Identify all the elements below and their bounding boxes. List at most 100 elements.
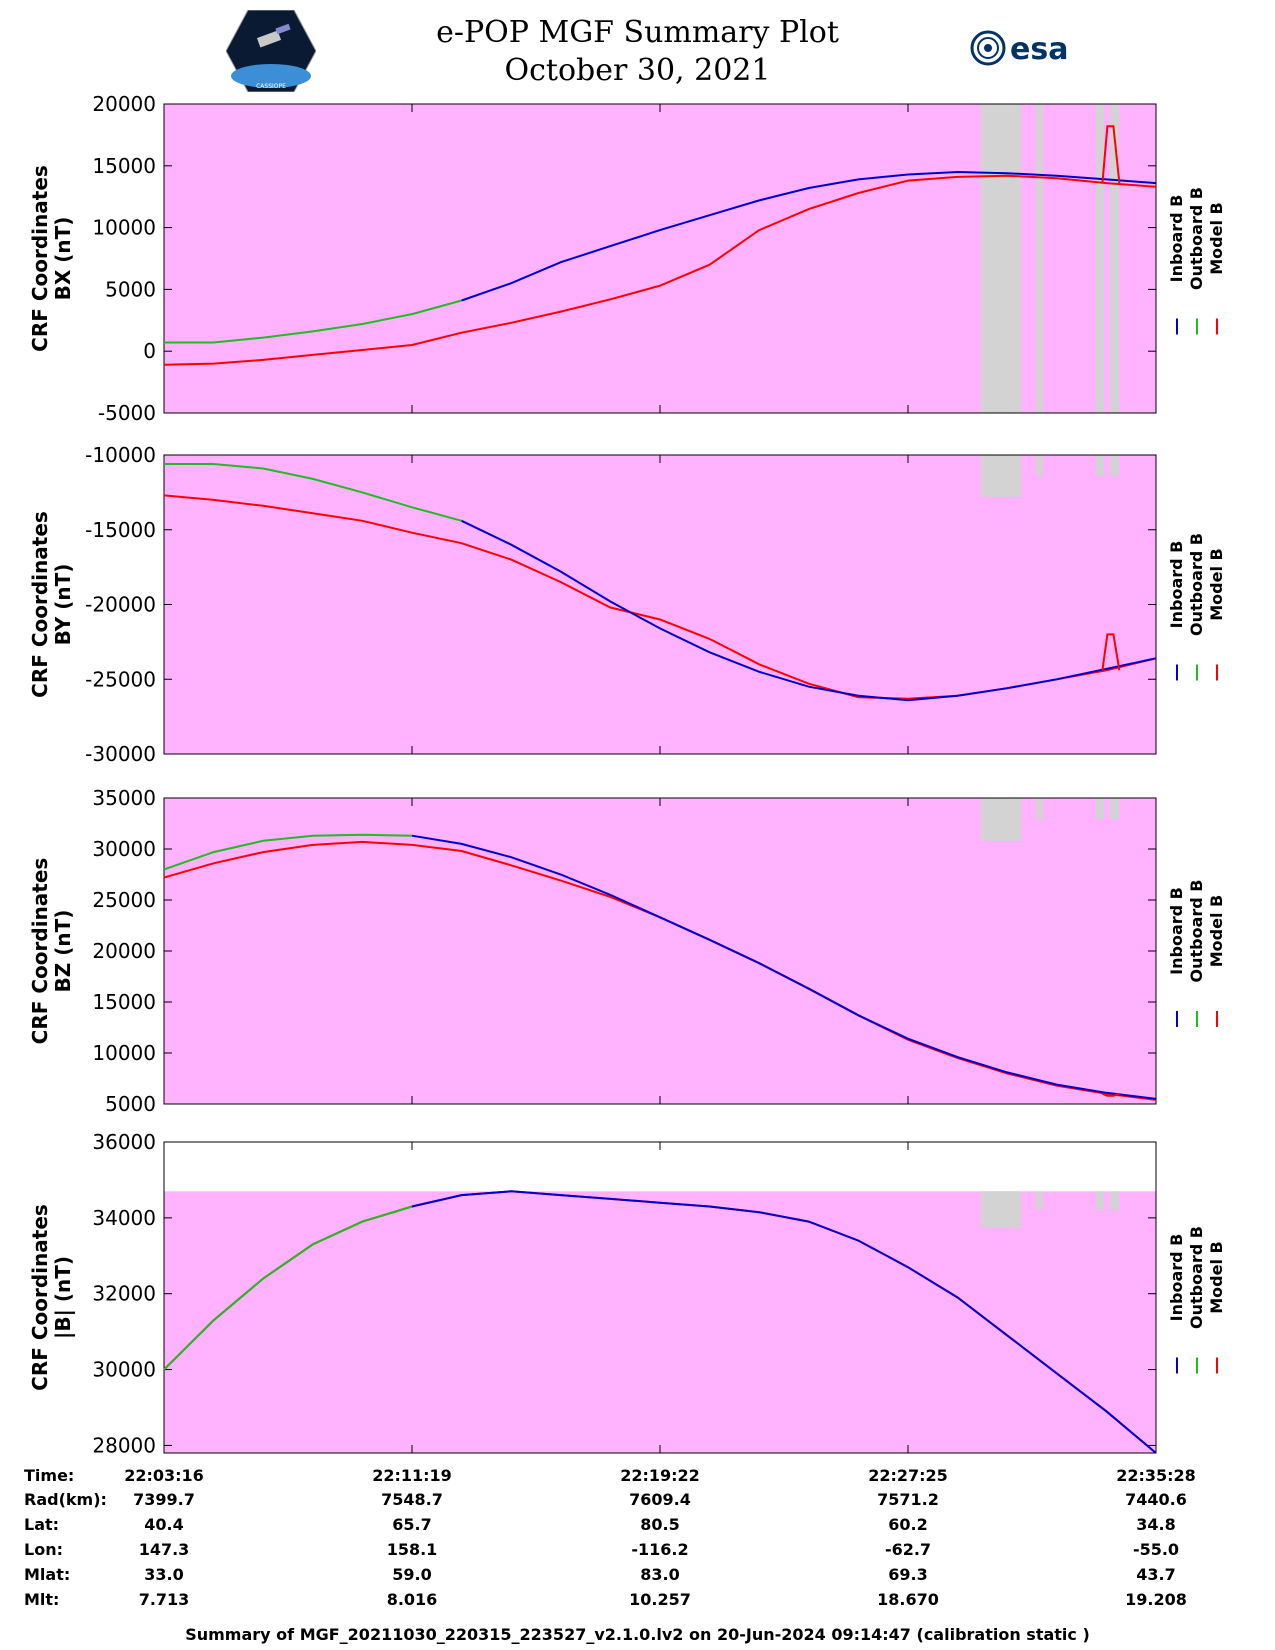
- series-line-outboard-b: [164, 463, 462, 522]
- y-tick-label: -5000: [98, 401, 156, 425]
- ephemeris-value: 22:03:16: [124, 1466, 204, 1485]
- ephemeris-value: 69.3: [888, 1565, 928, 1584]
- ephemeris-row-label: Mlat:: [24, 1565, 71, 1584]
- data-gap: [981, 798, 1021, 841]
- y-tick-label: 20000: [92, 92, 156, 116]
- y-tick-label: 5000: [105, 1092, 156, 1116]
- title-line-2: October 30, 2021: [504, 53, 771, 88]
- y-axis-label-line2: BY (nT): [51, 564, 75, 646]
- mgf-summary-plots: -5000 0 5000 10000 15000 20000 CRF Coordinates…: [28, 92, 1226, 1457]
- ephemeris-value: -55.0: [1132, 1540, 1180, 1559]
- ephemeris-value: 19.208: [1125, 1590, 1187, 1609]
- ephemeris-row-label: Lat:: [24, 1515, 60, 1534]
- ephemeris-value: 147.3: [138, 1540, 190, 1559]
- y-axis-label-line1: CRF Coordinates: [28, 1204, 52, 1391]
- footer-caption: Summary of MGF_20211030_220315_223527_v2…: [185, 1625, 1090, 1644]
- cassiope-logo: CASSIOPE: [225, 9, 317, 96]
- y-tick-label: -20000: [85, 593, 156, 617]
- ephemeris-value: 7548.7: [381, 1490, 443, 1509]
- ephemeris-row-label: Time:: [24, 1466, 75, 1485]
- model-spike: [1101, 633, 1121, 671]
- ephemeris-value: 34.8: [1136, 1515, 1176, 1534]
- model-spike: [1101, 125, 1121, 184]
- ephemeris-value: 7609.4: [629, 1490, 691, 1509]
- legend-label: Outboard B: [1187, 187, 1206, 290]
- y-tick-label: 35000: [92, 786, 156, 810]
- data-background: [164, 455, 1156, 754]
- data-background: [164, 1191, 1156, 1453]
- ephemeris-value: 43.7: [1136, 1565, 1176, 1584]
- series-line-outboard-b: [163, 833, 413, 871]
- plot-title: e-POP MGF Summary Plot October 30, 2021: [0, 14, 1275, 90]
- y-tick-label: 10000: [92, 1041, 156, 1065]
- data-gap: [1036, 455, 1043, 476]
- chart-panel-1: -5000 0 5000 10000 15000 20000 CRF Coordinates…: [28, 92, 1226, 425]
- data-gap: [981, 455, 1021, 497]
- series-line-outboard-b: [163, 1205, 413, 1371]
- data-gap: [1096, 798, 1104, 820]
- data-gap: [1096, 104, 1104, 413]
- y-axis-label-line1: CRF Coordinates: [28, 165, 52, 352]
- y-tick-label: 25000: [92, 888, 156, 912]
- data-gap: [1096, 1191, 1104, 1210]
- y-axis-label-line1: CRF Coordinates: [28, 511, 52, 698]
- ephemeris-value: 10.257: [629, 1590, 691, 1609]
- y-axis-label-line2: BX (nT): [51, 217, 75, 301]
- legend: Inboard B Outboard B Model B: [1167, 187, 1226, 335]
- data-gap: [1036, 798, 1043, 820]
- y-tick-label: 32000: [92, 1282, 156, 1306]
- ephemeris-value: 22:11:19: [372, 1466, 452, 1485]
- ephemeris-value: 7440.6: [1125, 1490, 1187, 1509]
- y-tick-label: 0: [143, 339, 156, 363]
- ephemeris-row-label: Lon:: [24, 1540, 63, 1559]
- ephemeris-value: -116.2: [631, 1540, 689, 1559]
- data-gap: [1110, 1191, 1119, 1210]
- y-tick-label: 36000: [92, 1130, 156, 1154]
- y-tick-label: 34000: [92, 1206, 156, 1230]
- y-tick-label: 28000: [92, 1433, 156, 1457]
- y-tick-label: 20000: [92, 939, 156, 963]
- legend-label: Model B: [1207, 895, 1226, 967]
- data-gap: [1110, 104, 1119, 413]
- data-background: [164, 798, 1156, 1104]
- data-gap: [981, 104, 1021, 413]
- series-line-model-b: [163, 174, 1157, 366]
- data-gap: [981, 1191, 1021, 1228]
- ephemeris-value: 158.1: [386, 1540, 438, 1559]
- data-gap: [1110, 455, 1119, 476]
- ephemeris-value: 7.713: [138, 1590, 190, 1609]
- ephemeris-value: 65.7: [392, 1515, 432, 1534]
- ephemeris-value: 22:35:28: [1116, 1466, 1196, 1485]
- esa-logo: esa: [970, 28, 1080, 72]
- legend-label: Inboard B: [1167, 887, 1186, 975]
- ephemeris-value: 22:27:25: [868, 1466, 948, 1485]
- legend-label: Inboard B: [1167, 1234, 1186, 1322]
- ephemeris-row-label: Mlt:: [24, 1590, 60, 1609]
- y-tick-label: -30000: [85, 742, 156, 766]
- legend: Inboard B Outboard B Model B: [1167, 880, 1226, 1027]
- series-line-inboard-b: [461, 170, 1157, 302]
- ephemeris-value: 8.016: [386, 1590, 438, 1609]
- ephemeris-value: 80.5: [640, 1515, 680, 1534]
- ephemeris-row-label: Rad(km):: [24, 1490, 107, 1509]
- legend: Inboard B Outboard B Model B: [1167, 1226, 1226, 1374]
- legend-label: Model B: [1207, 548, 1226, 620]
- ephemeris-value: 60.2: [888, 1515, 928, 1534]
- series-line-inboard-b: [411, 834, 1157, 1100]
- chart-panel-2: -30000 -25000 -20000 -15000 -10000 CRF Coordi…: [28, 443, 1226, 766]
- legend-label: Outboard B: [1187, 880, 1206, 983]
- ephemeris-value: 7571.2: [877, 1490, 939, 1509]
- ephemeris-value: 33.0: [144, 1565, 184, 1584]
- chart-panel-3: 5000 10000 15000 20000 25000 30000 35000 CRF Co…: [28, 786, 1226, 1116]
- series-line-inboard-b: [461, 519, 1157, 702]
- svg-text:esa: esa: [1010, 32, 1068, 67]
- legend-label: Model B: [1207, 202, 1226, 274]
- data-gap: [1096, 455, 1104, 476]
- ephemeris-value: 7399.7: [133, 1490, 195, 1509]
- legend-label: Inboard B: [1167, 195, 1186, 283]
- ephemeris-value: 40.4: [144, 1515, 184, 1534]
- ephemeris-value: 83.0: [640, 1565, 680, 1584]
- y-tick-label: -25000: [85, 667, 156, 691]
- model-spike: [1102, 1092, 1120, 1097]
- data-gap: [1036, 104, 1043, 413]
